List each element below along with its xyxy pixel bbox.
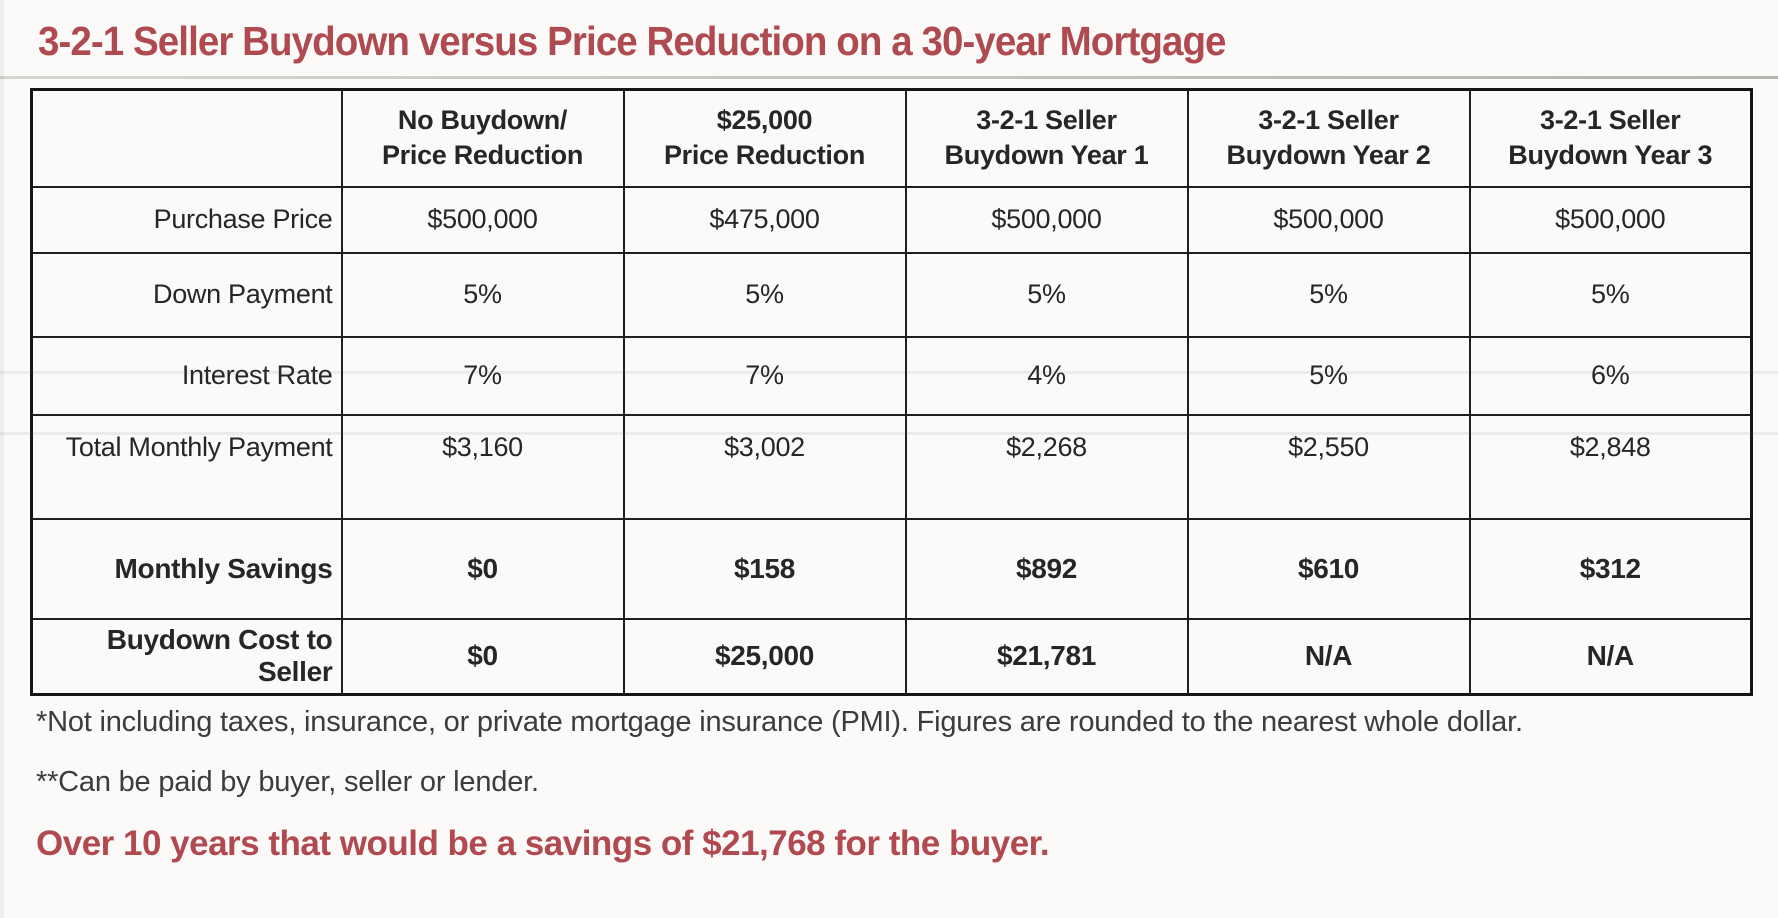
table-cell: N/A	[1186, 617, 1471, 696]
page-title: 3-2-1 Seller Buydown versus Price Reduct…	[38, 18, 1226, 64]
table-cell: $500,000	[1186, 185, 1471, 254]
comparison-table: No Buydown/ Price Reduction $25,000 Pric…	[30, 88, 1753, 696]
row-label: Purchase Price	[30, 185, 343, 254]
table-cell: N/A	[1468, 617, 1753, 696]
column-header-no-buydown: No Buydown/ Price Reduction	[340, 88, 625, 188]
column-header-line: Buydown Year 1	[944, 140, 1149, 171]
table-row-total-monthly-payment: Total Monthly Payment $3,160 $3,002 $2,2…	[30, 413, 1753, 520]
table-cell: $158	[622, 517, 907, 620]
table-cell: 7%	[622, 335, 907, 416]
column-header-line: No Buydown/	[397, 104, 568, 135]
table-cell: 5%	[904, 251, 1189, 338]
footnote-pmi: *Not including taxes, insurance, or priv…	[36, 706, 1523, 738]
table-cell: $0	[340, 617, 625, 696]
table-cell: 5%	[1468, 251, 1753, 338]
table-cell: $3,002	[622, 413, 907, 520]
column-header-line: 3-2-1 Seller	[976, 104, 1117, 135]
table-row-purchase-price: Purchase Price $500,000 $475,000 $500,00…	[30, 185, 1753, 254]
column-header-buydown-year-1: 3-2-1 Seller Buydown Year 1	[904, 88, 1189, 188]
table-cell: $25,000	[622, 617, 907, 696]
column-header-buydown-year-3: 3-2-1 Seller Buydown Year 3	[1468, 88, 1753, 188]
column-header-buydown-year-2: 3-2-1 Seller Buydown Year 2	[1186, 88, 1471, 188]
paper-edge	[0, 0, 4, 918]
column-header-line: Price Reduction	[663, 140, 866, 171]
header-row: No Buydown/ Price Reduction $25,000 Pric…	[30, 88, 1753, 188]
column-header-line: 3-2-1 Seller	[1258, 104, 1399, 135]
table-cell: $312	[1468, 517, 1753, 620]
table-cell: $610	[1186, 517, 1471, 620]
table-cell: 7%	[340, 335, 625, 416]
table-cell: 5%	[1186, 335, 1471, 416]
column-header-price-reduction: $25,000 Price Reduction	[622, 88, 907, 188]
column-header-line: 3-2-1 Seller	[1540, 104, 1681, 135]
footnote-paid-by: **Can be paid by buyer, seller or lender…	[36, 766, 539, 798]
column-header-line: Buydown Year 2	[1226, 140, 1431, 171]
table-cell: 5%	[340, 251, 625, 338]
table-row-buydown-cost-to-seller: Buydown Cost to Seller $0 $25,000 $21,78…	[30, 617, 1753, 696]
table-cell: $2,268	[904, 413, 1189, 520]
table-cell: $475,000	[622, 185, 907, 254]
row-label: Buydown Cost to Seller	[30, 617, 343, 696]
row-label: Interest Rate	[30, 335, 343, 416]
table-cell: $21,781	[904, 617, 1189, 696]
table-cell: 4%	[904, 335, 1189, 416]
table-cell: $2,550	[1186, 413, 1471, 520]
table-cell: $3,160	[340, 413, 625, 520]
table-row-interest-rate: Interest Rate 7% 7% 4% 5% 6%	[30, 335, 1753, 416]
column-header-line: Buydown Year 3	[1508, 140, 1713, 171]
column-header-empty	[30, 88, 343, 188]
table-cell: 5%	[1186, 251, 1471, 338]
table-cell: 5%	[622, 251, 907, 338]
table-cell: 6%	[1468, 335, 1753, 416]
table-cell: $500,000	[340, 185, 625, 254]
row-label: Total Monthly Payment	[30, 413, 343, 520]
table-cell: $892	[904, 517, 1189, 620]
table-cell: $500,000	[1468, 185, 1753, 254]
row-label: Down Payment	[30, 251, 343, 338]
row-label: Monthly Savings	[30, 517, 343, 620]
table-row-down-payment: Down Payment 5% 5% 5% 5% 5%	[30, 251, 1753, 338]
savings-highlight: Over 10 years that would be a savings of…	[36, 824, 1050, 863]
table-row-monthly-savings: Monthly Savings $0 $158 $892 $610 $312	[30, 517, 1753, 620]
table-cell: $2,848	[1468, 413, 1753, 520]
table-cell: $0	[340, 517, 625, 620]
table-cell: $500,000	[904, 185, 1189, 254]
title-underline	[0, 76, 1778, 79]
column-header-line: Price Reduction	[381, 140, 584, 171]
column-header-line: $25,000	[716, 104, 813, 135]
